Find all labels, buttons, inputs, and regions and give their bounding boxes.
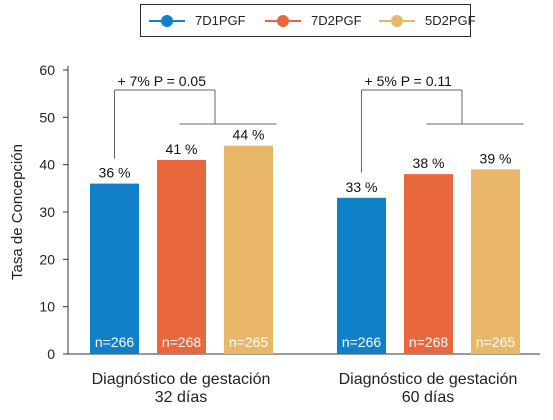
bar-n-label: n=265	[476, 334, 516, 350]
bar-7d2pgf	[157, 159, 206, 354]
bar-5d2pgf	[471, 169, 520, 354]
category-label-line1: Diagnóstico de gestación	[92, 371, 271, 388]
y-tick-label: 40	[39, 157, 55, 173]
y-tick-label: 10	[39, 299, 55, 315]
legend-label: 7D2PGF	[311, 13, 362, 28]
y-tick-label: 30	[39, 204, 55, 220]
bar-n-label: n=266	[342, 334, 382, 350]
legend-dot	[391, 14, 403, 27]
significance-label: + 7% P = 0.05	[118, 73, 207, 89]
bar-n-label: n=265	[229, 334, 269, 350]
legend-item-7d1pgf: 7D1PGF	[149, 5, 246, 36]
bar-5d2pgf	[224, 145, 273, 354]
legend-item-5d2pgf: 5D2PGF	[379, 5, 476, 36]
legend-dot	[161, 14, 173, 27]
y-axis-title: Tasa de Concepción	[9, 144, 26, 280]
bar-value-label: 41 %	[166, 141, 198, 157]
bar-n-label: n=268	[162, 334, 202, 350]
bar-7d1pgf	[337, 197, 386, 354]
bar-n-label: n=268	[409, 334, 449, 350]
legend-label: 7D1PGF	[195, 13, 246, 28]
y-tick-label: 60	[39, 62, 55, 78]
y-tick-label: 20	[39, 251, 55, 267]
annotation-layer: + 7% P = 0.05 + 5% P = 0.11	[114, 73, 524, 173]
bar-value-label: 39 %	[480, 150, 512, 166]
category-label-line2: 32 días	[155, 389, 207, 406]
bar-value-label: 36 %	[99, 165, 131, 181]
bar-value-label: 38 %	[413, 155, 445, 171]
category-label-line1: Diagnóstico de gestación	[339, 371, 518, 388]
bars-layer	[90, 145, 520, 354]
bar-value-label: 44 %	[233, 127, 265, 143]
y-tick-label: 50	[39, 109, 55, 125]
legend-marker-icon	[149, 14, 185, 27]
y-tick-label: 0	[47, 346, 55, 362]
bar-value-label: 33 %	[346, 179, 378, 195]
significance-label: + 5% P = 0.11	[365, 73, 453, 89]
legend-item-7d2pgf: 7D2PGF	[265, 5, 362, 36]
category-label-line2: 60 días	[402, 389, 454, 406]
legend-label: 5D2PGF	[425, 13, 476, 28]
bar-n-label: n=266	[95, 334, 135, 350]
legend-marker-icon	[265, 14, 301, 27]
legend-dot	[277, 14, 289, 27]
axis-layer: 0 10 20 30 40 50 60 Tasa de Concepción	[9, 62, 540, 362]
label-layer: 36 % n=266 41 % n=268 44 % n=265 Diagnóstico d…	[92, 127, 518, 406]
legend: 7D1PGF 7D2PGF 5D2PGF	[140, 4, 476, 37]
bar-7d2pgf	[404, 174, 453, 354]
bar-7d1pgf	[90, 183, 139, 354]
legend-marker-icon	[379, 14, 415, 27]
